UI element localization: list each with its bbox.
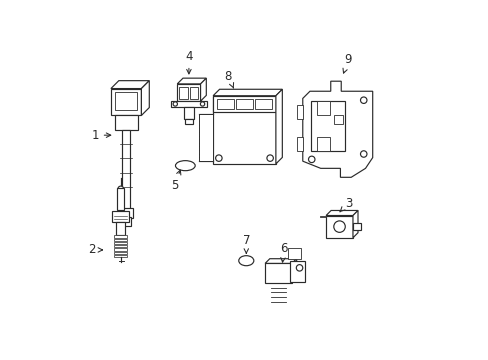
Polygon shape [325, 211, 357, 216]
Circle shape [360, 97, 366, 103]
Bar [264, 264, 291, 283]
Bar [112, 211, 129, 222]
Polygon shape [200, 78, 206, 101]
Bar [297, 105, 303, 119]
Text: 6: 6 [280, 242, 287, 262]
Text: 3: 3 [339, 197, 351, 212]
Polygon shape [264, 259, 296, 264]
Circle shape [215, 155, 222, 161]
Bar [177, 84, 200, 101]
Polygon shape [177, 78, 206, 84]
Circle shape [333, 221, 345, 232]
Bar [122, 130, 130, 209]
Text: 5: 5 [170, 170, 181, 192]
Bar [117, 188, 124, 211]
Polygon shape [213, 89, 282, 96]
Bar [185, 119, 192, 124]
Circle shape [308, 156, 314, 163]
Bar [114, 242, 127, 244]
Bar [325, 216, 352, 238]
Bar [317, 101, 329, 116]
Bar [254, 99, 272, 109]
Text: 8: 8 [224, 69, 233, 88]
Text: 4: 4 [185, 50, 192, 74]
Text: 1: 1 [91, 129, 110, 142]
Text: 9: 9 [342, 53, 351, 73]
Circle shape [296, 265, 302, 271]
Bar [171, 101, 206, 107]
Bar [114, 235, 127, 238]
Bar [213, 96, 275, 164]
Bar [317, 137, 329, 151]
Bar [115, 92, 137, 110]
Bar [114, 239, 127, 241]
Bar [116, 222, 125, 235]
Polygon shape [319, 216, 325, 217]
Polygon shape [141, 81, 149, 116]
Bar [111, 89, 141, 116]
Polygon shape [352, 211, 357, 238]
Circle shape [118, 186, 123, 192]
Bar [189, 87, 198, 99]
Bar [121, 217, 131, 226]
Ellipse shape [238, 256, 253, 266]
Polygon shape [302, 81, 372, 177]
Bar [310, 101, 344, 151]
Polygon shape [111, 81, 149, 89]
Bar [114, 252, 127, 254]
Bar [290, 261, 305, 282]
Bar [179, 87, 188, 99]
Polygon shape [291, 259, 296, 283]
Polygon shape [275, 89, 282, 164]
Circle shape [360, 151, 366, 157]
Circle shape [266, 155, 273, 161]
Text: 7: 7 [242, 234, 249, 253]
Bar [120, 208, 132, 218]
Bar [114, 248, 127, 251]
Bar [216, 99, 234, 109]
Bar [288, 248, 301, 259]
Circle shape [200, 102, 204, 106]
Bar [213, 96, 275, 112]
Bar [114, 116, 138, 130]
Bar [114, 245, 127, 247]
Bar [297, 137, 303, 151]
Polygon shape [352, 223, 360, 230]
Text: 2: 2 [88, 243, 102, 256]
Ellipse shape [175, 161, 195, 171]
Bar [199, 114, 213, 161]
Bar [235, 99, 253, 109]
Bar [333, 116, 343, 125]
Bar [183, 107, 194, 120]
Bar [114, 255, 127, 257]
Circle shape [173, 102, 177, 106]
